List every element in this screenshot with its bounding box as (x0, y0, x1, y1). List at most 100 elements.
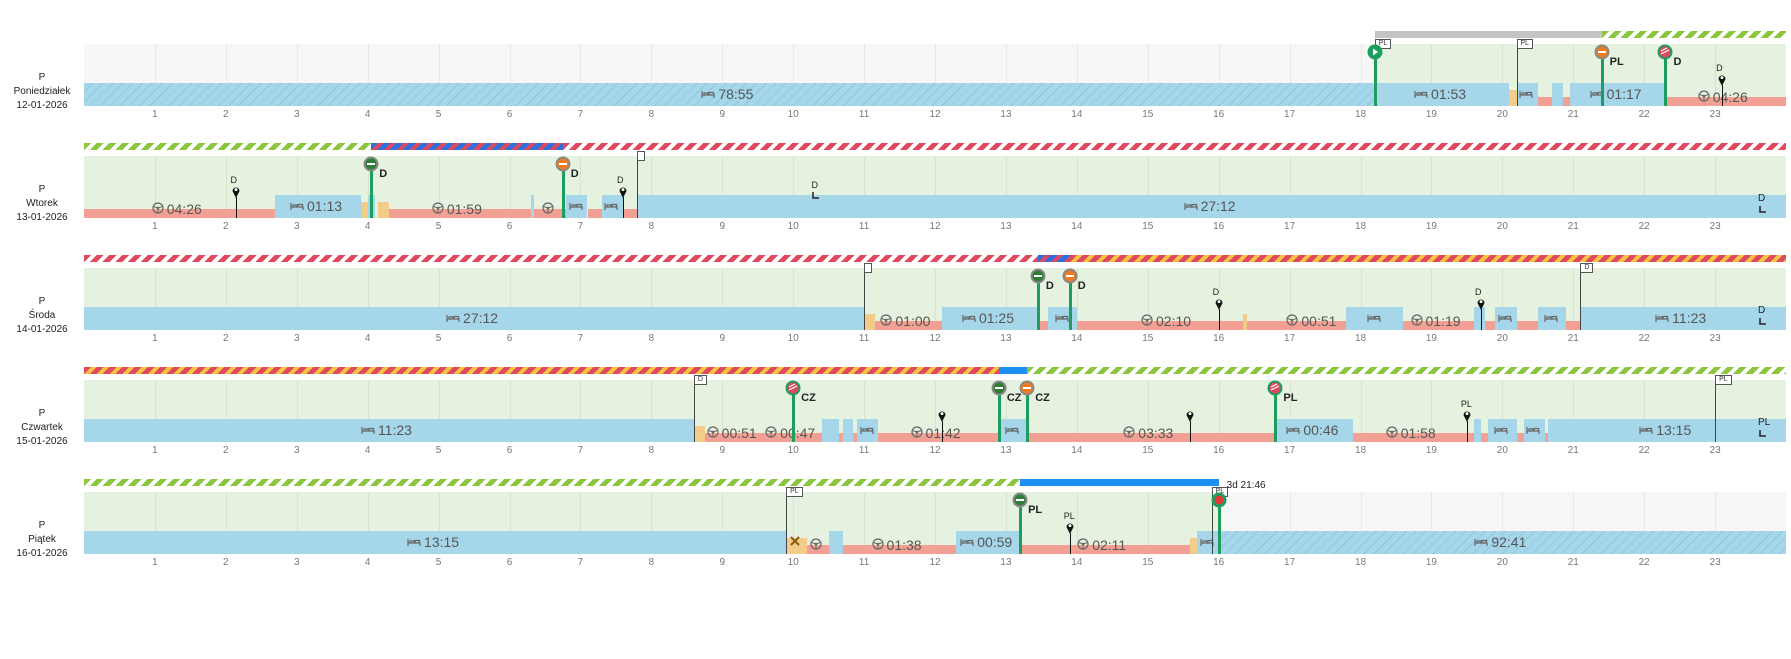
activity-rest[interactable] (1569, 83, 1666, 106)
activity-work[interactable] (360, 202, 368, 218)
activity-work[interactable] (693, 426, 705, 442)
activity-rest[interactable] (1551, 83, 1563, 106)
hour-gridline (864, 492, 866, 554)
activity-drive[interactable] (839, 433, 843, 442)
map-pin-icon[interactable] (937, 409, 947, 428)
border-crossing-icon[interactable] (991, 380, 1007, 401)
activity-drive[interactable] (622, 209, 638, 218)
activity-work[interactable] (378, 202, 389, 218)
activity-rest[interactable] (1580, 307, 1786, 330)
activity-drive[interactable] (1403, 321, 1474, 330)
activity-drive[interactable] (84, 209, 276, 218)
activity-rest[interactable] (1473, 419, 1482, 442)
activity-work[interactable] (1243, 314, 1248, 330)
hour-gridline (1218, 44, 1220, 106)
activity-drive[interactable] (1481, 433, 1489, 442)
activity-drive[interactable] (587, 209, 602, 218)
activity-drive[interactable] (1537, 97, 1552, 106)
hour-label: 13 (1000, 221, 1012, 232)
border-crossing-icon[interactable] (1267, 380, 1283, 401)
map-pin-icon[interactable] (1214, 297, 1224, 316)
activity-drive[interactable] (1516, 321, 1538, 330)
activity-work[interactable] (864, 314, 875, 330)
activity-rest[interactable] (1374, 83, 1510, 106)
map-pin-icon[interactable] (231, 185, 241, 204)
marker-icon (1759, 429, 1767, 439)
activity-rest[interactable] (942, 307, 1038, 330)
activity-drive[interactable] (1027, 433, 1276, 442)
activity-rest[interactable] (1473, 307, 1485, 330)
activity-drive[interactable] (1091, 321, 1248, 330)
activity-rest[interactable] (275, 195, 361, 218)
segment-duration: 00:46 (1303, 422, 1339, 438)
activity-drive[interactable] (704, 433, 765, 442)
segment-label: 01:17 (1589, 86, 1642, 102)
activity-drive[interactable] (842, 545, 957, 554)
activity-rest[interactable] (530, 195, 535, 218)
activity-drive[interactable] (878, 433, 999, 442)
border-crossing-icon[interactable] (555, 156, 571, 177)
hour-label: 21 (1567, 109, 1579, 120)
activity-rest[interactable] (1275, 419, 1354, 442)
activity-drive[interactable] (807, 545, 829, 554)
map-pin-icon[interactable] (1462, 409, 1472, 428)
border-crossing-icon[interactable] (1062, 268, 1078, 289)
activity-rest[interactable] (84, 531, 787, 554)
activity-drive[interactable] (1484, 321, 1496, 330)
activity-drive[interactable] (874, 321, 943, 330)
hour-gridline (1147, 380, 1149, 442)
activity-drive[interactable] (1544, 433, 1549, 442)
start-icon[interactable] (1367, 44, 1383, 65)
activity-drive[interactable] (1247, 321, 1283, 330)
hour-gridline (580, 492, 582, 554)
hour-gridline (1005, 44, 1007, 106)
activity-drive[interactable] (1282, 321, 1347, 330)
map-pin-icon[interactable] (618, 185, 628, 204)
activity-rest[interactable] (828, 531, 843, 554)
activity-work[interactable] (1509, 90, 1517, 106)
activity-rest-hatched[interactable] (1218, 531, 1786, 554)
end-icon[interactable] (1211, 492, 1227, 513)
activity-drive[interactable] (534, 209, 567, 218)
activity-drive[interactable] (1076, 321, 1091, 330)
activity-rest[interactable] (821, 419, 840, 442)
border-crossing-icon[interactable] (1019, 380, 1035, 401)
activity-rest[interactable] (956, 531, 1021, 554)
status-bar-stripe-green (1601, 31, 1786, 38)
map-pin-icon[interactable] (1476, 297, 1486, 316)
activity-rest[interactable] (637, 195, 1786, 218)
hour-label: 5 (435, 557, 442, 568)
activity-drive[interactable] (1037, 321, 1049, 330)
activity-rest[interactable] (842, 419, 854, 442)
activity-rest[interactable] (84, 307, 865, 330)
hour-gridline (1076, 268, 1078, 330)
hour-label: 20 (1496, 221, 1508, 232)
activity-drive[interactable] (388, 209, 531, 218)
activity-drive[interactable] (853, 433, 857, 442)
border-crossing-icon[interactable] (785, 380, 801, 401)
map-pin-icon[interactable] (1185, 409, 1195, 428)
border-crossing-icon[interactable] (363, 156, 379, 177)
activity-rest-hatched[interactable] (84, 83, 1375, 106)
border-crossing-icon[interactable] (1012, 492, 1028, 513)
activity-work[interactable] (786, 538, 808, 554)
segment-duration: 13:15 (424, 534, 460, 550)
map-pin-icon[interactable] (1065, 521, 1075, 540)
border-crossing-icon[interactable] (1594, 44, 1610, 65)
activity-drive[interactable] (1665, 97, 1786, 106)
hour-label: 7 (577, 109, 584, 120)
activity-work[interactable] (1190, 538, 1198, 554)
activity-drive[interactable] (1020, 545, 1191, 554)
activity-drive[interactable] (1566, 321, 1581, 330)
activity-drive[interactable] (1353, 433, 1474, 442)
hour-gridline (1360, 268, 1362, 330)
activity-drive[interactable] (1562, 97, 1570, 106)
border-crossing-icon[interactable] (1030, 268, 1046, 289)
border-crossing-icon[interactable] (1657, 44, 1673, 65)
map-pin-icon[interactable] (1717, 73, 1727, 92)
activity-drive[interactable] (1516, 433, 1524, 442)
map-pin-stem (236, 197, 238, 218)
activity-rest[interactable] (1548, 419, 1786, 442)
activity-rest[interactable] (84, 419, 694, 442)
hour-label: 8 (648, 445, 655, 456)
